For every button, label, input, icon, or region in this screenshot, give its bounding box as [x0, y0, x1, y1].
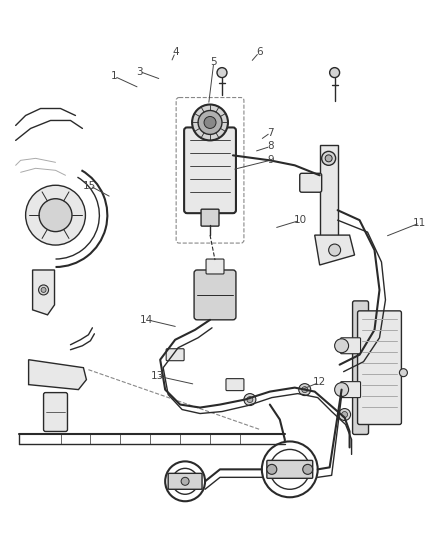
- Polygon shape: [314, 235, 355, 265]
- Circle shape: [302, 386, 308, 393]
- FancyBboxPatch shape: [206, 259, 224, 274]
- Circle shape: [335, 339, 349, 353]
- FancyBboxPatch shape: [341, 382, 360, 398]
- Text: 3: 3: [136, 67, 143, 77]
- Polygon shape: [28, 360, 86, 390]
- Circle shape: [39, 285, 49, 295]
- Circle shape: [299, 384, 311, 395]
- Polygon shape: [32, 270, 54, 315]
- Text: 12: 12: [313, 377, 326, 387]
- Circle shape: [217, 68, 227, 78]
- Circle shape: [325, 155, 332, 162]
- Polygon shape: [320, 146, 338, 255]
- Circle shape: [321, 151, 336, 165]
- Circle shape: [328, 244, 341, 256]
- FancyBboxPatch shape: [353, 301, 368, 434]
- Circle shape: [399, 369, 407, 377]
- FancyBboxPatch shape: [300, 173, 321, 192]
- FancyBboxPatch shape: [357, 311, 401, 424]
- Circle shape: [267, 464, 277, 474]
- FancyBboxPatch shape: [184, 127, 236, 213]
- Circle shape: [342, 411, 348, 417]
- Text: 14: 14: [140, 314, 153, 325]
- Circle shape: [198, 110, 222, 134]
- FancyBboxPatch shape: [43, 393, 67, 432]
- Text: 10: 10: [293, 215, 307, 225]
- Circle shape: [244, 393, 256, 406]
- Text: 6: 6: [256, 47, 262, 58]
- FancyBboxPatch shape: [194, 270, 236, 320]
- FancyBboxPatch shape: [226, 378, 244, 391]
- Circle shape: [339, 409, 350, 421]
- Circle shape: [204, 117, 216, 128]
- Text: 9: 9: [267, 155, 274, 165]
- Circle shape: [303, 464, 313, 474]
- FancyBboxPatch shape: [168, 473, 202, 489]
- Circle shape: [192, 104, 228, 140]
- Circle shape: [247, 397, 253, 402]
- Text: 7: 7: [267, 127, 274, 138]
- Circle shape: [330, 68, 339, 78]
- Text: 15: 15: [83, 181, 96, 191]
- Text: 5: 5: [210, 58, 217, 68]
- FancyBboxPatch shape: [166, 349, 184, 361]
- Text: 13: 13: [150, 371, 164, 381]
- Circle shape: [335, 383, 349, 397]
- Text: 1: 1: [111, 71, 117, 82]
- FancyBboxPatch shape: [201, 209, 219, 226]
- Circle shape: [181, 478, 189, 486]
- FancyBboxPatch shape: [267, 461, 313, 478]
- Text: 11: 11: [413, 218, 427, 228]
- Circle shape: [25, 185, 85, 245]
- Circle shape: [39, 199, 72, 232]
- Circle shape: [41, 287, 46, 293]
- Text: 4: 4: [172, 47, 179, 58]
- Text: 8: 8: [267, 141, 274, 151]
- FancyBboxPatch shape: [341, 338, 360, 354]
